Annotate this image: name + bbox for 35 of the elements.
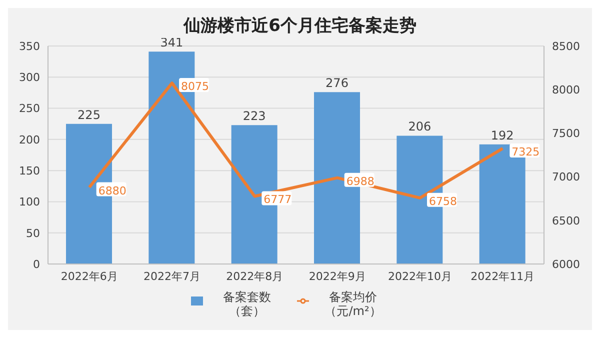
data-label: 206	[408, 120, 432, 134]
y2-tick-label: 8000	[552, 84, 580, 97]
data-label: 8075	[181, 80, 209, 94]
data-label: 192	[490, 128, 514, 142]
data-label: 6777	[264, 193, 292, 206]
x-tick-label: 2022年10月	[388, 270, 452, 283]
data-label: 6988	[346, 174, 374, 188]
y-tick-label: 0	[33, 258, 40, 271]
y2-tick-label: 7000	[552, 170, 580, 184]
x-tick-label: 2022年9月	[308, 270, 366, 283]
x-tick-label: 2022年8月	[226, 270, 284, 283]
data-label: 276	[326, 76, 348, 90]
legend-label: 备案均价（元/m²）	[324, 290, 382, 318]
legend-label: 备案套数（套）	[222, 290, 272, 318]
chart-title: 仙游楼市近6个月住宅备案走势	[184, 16, 416, 36]
data-label: 225	[78, 108, 100, 122]
data-label: 6758	[429, 194, 457, 208]
y2-tick-label: 8500	[552, 40, 580, 53]
y-tick-label: 200	[19, 133, 40, 146]
y2-tick-label: 6000	[552, 258, 580, 271]
data-label: 6880	[98, 184, 126, 198]
x-tick-label: 2022年6月	[60, 270, 118, 283]
y-tick-label: 100	[19, 196, 40, 209]
y-tick-label: 350	[19, 40, 40, 53]
y2-tick-label: 6500	[552, 214, 580, 228]
data-label: 223	[242, 109, 266, 124]
y-tick-label: 50	[26, 226, 40, 240]
y-tick-label: 250	[19, 102, 40, 116]
x-tick-label: 2022年7月	[144, 270, 200, 283]
data-label: 341	[160, 36, 184, 50]
x-tick-label: 2022年11月	[470, 270, 535, 283]
y-tick-label: 150	[19, 164, 40, 178]
y-tick-label: 300	[19, 71, 40, 84]
y2-tick-label: 7500	[552, 127, 580, 140]
data-label: 7325	[512, 145, 540, 158]
